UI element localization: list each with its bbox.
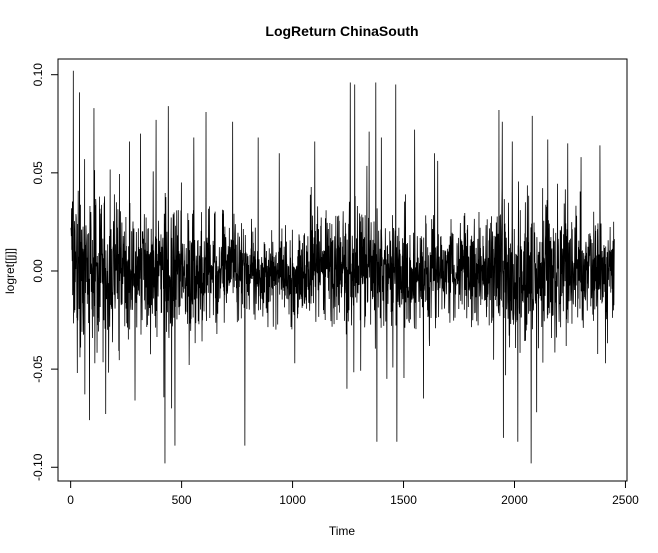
y-tick-label: -0.05: [31, 355, 45, 383]
x-tick-label: 1500: [390, 493, 417, 507]
y-tick-label: -0.10: [31, 453, 45, 481]
y-tick-label: 0.10: [31, 63, 45, 87]
x-tick-label: 2500: [612, 493, 639, 507]
x-axis-label: Time: [329, 524, 356, 538]
x-axis: 0 500 1000 1500 2000 2500: [67, 480, 639, 507]
x-tick-label: 500: [172, 493, 192, 507]
y-tick-label: 0.05: [31, 161, 45, 185]
series-line: [70, 70, 615, 464]
y-tick-label: 0.00: [31, 259, 45, 283]
x-tick-label: 0: [67, 493, 74, 507]
x-tick-label: 1000: [279, 493, 306, 507]
chart-title: LogReturn ChinaSouth: [265, 23, 418, 39]
y-axis-label: logret[[j]]: [3, 248, 17, 294]
series-layer: [70, 70, 615, 464]
x-tick-label: 2000: [501, 493, 528, 507]
y-axis: -0.10 -0.05 0.00 0.05 0.10: [31, 63, 59, 481]
